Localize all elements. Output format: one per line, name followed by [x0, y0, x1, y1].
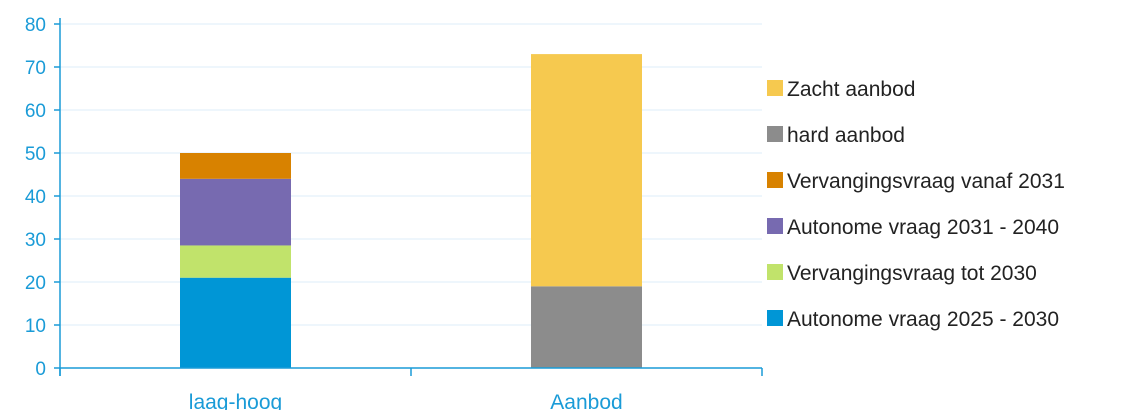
- bars: [180, 54, 642, 368]
- legend-label-Zacht aanbod: Zacht aanbod: [787, 78, 915, 101]
- bar-Aanbod-Zacht aanbod: [531, 54, 642, 287]
- x-label-laag-hoog: laag-hoog: [189, 391, 282, 410]
- legend-label-Autonome vraag 2025 - 2030: Autonome vraag 2025 - 2030: [787, 308, 1059, 331]
- bar-laag-hoog-Vervangingsvraag tot 2030: [180, 245, 291, 278]
- bar-laag-hoog-Autonome vraag 2031 - 2040: [180, 178, 291, 246]
- y-tick-labels: 0 10 20 30 40 50 60 70 80: [25, 15, 46, 380]
- y-tick-70: 70: [25, 58, 46, 79]
- legend-swatch-Vervangingsvraag vanaf 2031: [767, 172, 783, 188]
- y-tick-80: 80: [25, 15, 46, 36]
- bar-laag-hoog-Autonome vraag 2025 - 2030: [180, 277, 291, 368]
- y-tick-60: 60: [25, 101, 46, 122]
- legend-swatch-hard aanbod: [767, 126, 783, 142]
- y-tick-50: 50: [25, 144, 46, 165]
- legend-swatch-Autonome vraag 2031 - 2040: [767, 218, 783, 234]
- legend-swatch-Vervangingsvraag tot 2030: [767, 264, 783, 280]
- legend: Zacht aanbod hard aanbod Vervangingsvraag …: [767, 78, 1065, 331]
- x-label-Aanbod: Aanbod: [550, 391, 622, 410]
- y-tick-40: 40: [25, 187, 46, 208]
- legend-swatch-Autonome vraag 2025 - 2030: [767, 310, 783, 326]
- legend-label-Vervangingsvraag vanaf 2031: Vervangingsvraag vanaf 2031: [787, 170, 1065, 193]
- gridlines: [60, 23, 762, 326]
- y-tick-10: 10: [25, 316, 46, 337]
- legend-label-Vervangingsvraag tot 2030: Vervangingsvraag tot 2030: [787, 262, 1037, 285]
- bar-laag-hoog-Vervangingsvraag vanaf 2031: [180, 153, 291, 179]
- legend-label-Autonome vraag 2031 - 2040: Autonome vraag 2031 - 2040: [787, 216, 1059, 239]
- legend-label-hard aanbod: hard aanbod: [787, 124, 905, 147]
- axes: [54, 18, 763, 376]
- y-tick-30: 30: [25, 230, 46, 251]
- legend-swatch-Zacht aanbod: [767, 80, 783, 96]
- y-tick-0: 0: [35, 359, 46, 380]
- y-tick-20: 20: [25, 273, 46, 294]
- x-category-labels: laag-hoog Aanbod: [189, 391, 623, 410]
- bar-Aanbod-hard aanbod: [531, 286, 642, 368]
